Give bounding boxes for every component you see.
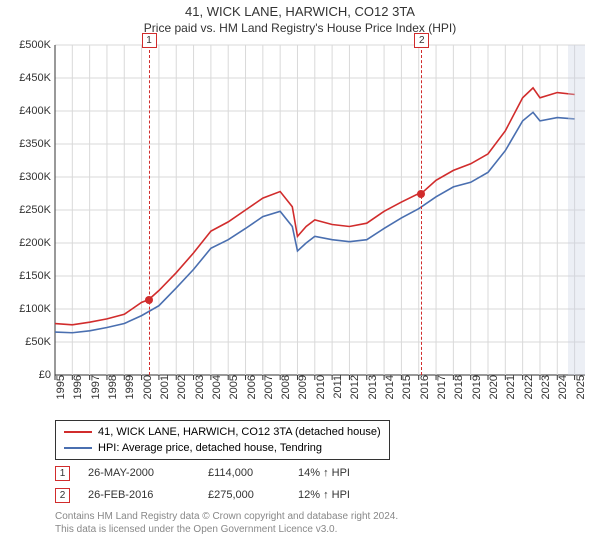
y-tick-label: £200K	[19, 237, 51, 249]
sale-row-marker: 2	[55, 488, 70, 503]
x-tick-label: 2011	[332, 375, 344, 399]
future-shade	[568, 45, 585, 375]
sale-date: 26-MAY-2000	[88, 467, 208, 479]
sale-marker-box-2: 2	[414, 33, 429, 48]
y-tick-label: £400K	[19, 105, 51, 117]
footer-line1: Contains HM Land Registry data © Crown c…	[55, 510, 398, 523]
sale-price: £275,000	[208, 489, 298, 501]
x-tick-label: 2012	[349, 375, 361, 399]
sale-row-1: 1 26-MAY-2000£114,00014% ↑ HPI	[55, 462, 398, 484]
sale-delta: 12% ↑ HPI	[298, 489, 398, 501]
y-tick-label: £150K	[19, 270, 51, 282]
x-tick-label: 2009	[297, 375, 309, 399]
x-tick-label: 2023	[540, 375, 552, 399]
sale-dot-1	[145, 296, 153, 304]
x-tick-label: 2021	[505, 375, 517, 399]
x-tick-label: 2008	[280, 375, 292, 399]
x-tick-label: 2013	[367, 375, 379, 399]
sale-row-marker: 1	[55, 466, 70, 481]
y-tick-label: £250K	[19, 204, 51, 216]
sales-table: 1 26-MAY-2000£114,00014% ↑ HPI 2 26-FEB-201…	[55, 462, 398, 506]
x-tick-label: 2002	[176, 375, 188, 399]
x-tick-label: 1996	[72, 375, 84, 399]
x-tick-label: 1995	[55, 375, 67, 399]
x-tick-label: 2005	[228, 375, 240, 399]
x-tick-label: 2017	[436, 375, 448, 399]
x-tick-label: 1998	[107, 375, 119, 399]
x-tick-label: 2018	[453, 375, 465, 399]
sale-dot-2	[417, 190, 425, 198]
x-tick-label: 2016	[419, 375, 431, 399]
x-tick-label: 2006	[246, 375, 258, 399]
legend-row-0: 41, WICK LANE, HARWICH, CO12 3TA (detach…	[64, 424, 381, 440]
sale-row-2: 2 26-FEB-2016£275,00012% ↑ HPI	[55, 484, 398, 506]
x-tick-label: 2003	[194, 375, 206, 399]
x-tick-label: 2000	[142, 375, 154, 399]
x-tick-label: 2004	[211, 375, 223, 399]
chart-plot-area: £0£50K£100K£150K£200K£250K£300K£350K£400…	[55, 45, 585, 375]
legend-label: 41, WICK LANE, HARWICH, CO12 3TA (detach…	[98, 426, 381, 438]
sale-vline-2: 2	[421, 45, 422, 375]
x-tick-label: 2010	[315, 375, 327, 399]
x-tick-label: 2007	[263, 375, 275, 399]
x-tick-label: 2001	[159, 375, 171, 399]
x-tick-label: 2014	[384, 375, 396, 399]
sale-date: 26-FEB-2016	[88, 489, 208, 501]
footer-line2: This data is licensed under the Open Gov…	[55, 523, 398, 536]
y-tick-label: £500K	[19, 39, 51, 51]
legend-swatch	[64, 447, 92, 449]
chart-title-address: 41, WICK LANE, HARWICH, CO12 3TA	[0, 4, 600, 19]
sale-delta: 14% ↑ HPI	[298, 467, 398, 479]
legend-label: HPI: Average price, detached house, Tend…	[98, 442, 322, 454]
title-block: 41, WICK LANE, HARWICH, CO12 3TA Price p…	[0, 0, 600, 35]
legend-swatch	[64, 431, 92, 433]
x-tick-label: 2015	[401, 375, 413, 399]
x-tick-label: 2024	[557, 375, 569, 399]
footer-attribution: Contains HM Land Registry data © Crown c…	[55, 510, 398, 536]
y-tick-label: £100K	[19, 303, 51, 315]
x-tick-label: 1999	[124, 375, 136, 399]
sale-vline-1: 1	[149, 45, 150, 375]
chart-title-sub: Price paid vs. HM Land Registry's House …	[0, 21, 600, 35]
legend-row-1: HPI: Average price, detached house, Tend…	[64, 440, 381, 456]
x-tick-label: 2020	[488, 375, 500, 399]
y-tick-label: £450K	[19, 72, 51, 84]
x-tick-label: 2019	[471, 375, 483, 399]
y-tick-label: £0	[39, 369, 51, 381]
legend: 41, WICK LANE, HARWICH, CO12 3TA (detach…	[55, 420, 390, 460]
y-tick-label: £300K	[19, 171, 51, 183]
sale-price: £114,000	[208, 467, 298, 479]
x-tick-label: 2022	[523, 375, 535, 399]
y-tick-label: £50K	[25, 336, 51, 348]
chart-container: 41, WICK LANE, HARWICH, CO12 3TA Price p…	[0, 0, 600, 560]
y-tick-label: £350K	[19, 138, 51, 150]
x-tick-label: 1997	[90, 375, 102, 399]
sale-marker-box-1: 1	[142, 33, 157, 48]
x-tick-label: 2025	[575, 375, 587, 399]
